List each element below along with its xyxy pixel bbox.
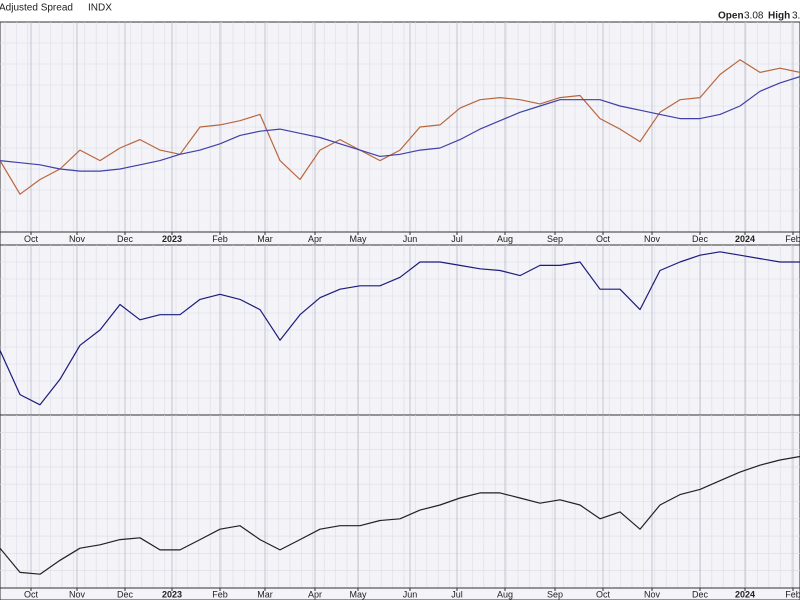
- x-tick-label: Dec: [117, 589, 134, 599]
- x-tick-label: Oct: [596, 589, 611, 599]
- series-line: [0, 455, 800, 575]
- x-tick-label: Apr: [308, 589, 322, 599]
- x-tick-label: May: [349, 234, 367, 244]
- x-tick-label: Feb: [785, 589, 800, 599]
- x-tick-label: Jul: [451, 234, 463, 244]
- open-label: Open: [718, 11, 744, 22]
- x-tick-label: Feb: [212, 589, 228, 599]
- x-tick-label: Jul: [451, 589, 463, 599]
- x-tick-label: Dec: [692, 234, 709, 244]
- high-label: High: [768, 11, 790, 22]
- x-tick-label: Mar: [257, 589, 273, 599]
- x-tick-label: Nov: [644, 589, 661, 599]
- x-tick-label: Oct: [596, 234, 611, 244]
- x-tick-label: Oct: [24, 234, 39, 244]
- series-line: [0, 251, 800, 406]
- x-tick-label: Feb: [212, 234, 228, 244]
- x-tick-label: Dec: [692, 589, 709, 599]
- high-value: 3.08: [792, 11, 800, 22]
- open-value: 3.08: [744, 11, 764, 22]
- x-tick-label: May: [349, 589, 367, 599]
- x-tick-label: Jun: [403, 589, 418, 599]
- x-tick-label: Aug: [497, 589, 513, 599]
- x-tick-label: Nov: [69, 234, 86, 244]
- x-tick-label: Nov: [69, 589, 86, 599]
- x-tick-label: Aug: [497, 234, 513, 244]
- x-tick-label: Oct: [24, 589, 39, 599]
- x-tick-label: Apr: [308, 234, 322, 244]
- x-tick-label: Dec: [117, 234, 134, 244]
- series-line: [0, 59, 800, 195]
- date-axis-strip: [0, 587, 800, 600]
- series-line: [0, 76, 800, 172]
- x-tick-label: Sep: [547, 234, 563, 244]
- x-tick-label: 2024: [735, 234, 755, 244]
- x-tick-label: 2024: [735, 589, 755, 599]
- x-tick-label: 2023: [162, 589, 182, 599]
- x-tick-label: 2023: [162, 234, 182, 244]
- x-tick-label: Feb: [785, 234, 800, 244]
- x-tick-label: Nov: [644, 234, 661, 244]
- x-tick-label: Jun: [403, 234, 418, 244]
- plots: Oct Nov Dec 2023 Feb Mar Apr May Jun Jul Aug Sep Oct…: [0, 21, 800, 600]
- header-bar: [0, 0, 800, 22]
- x-tick-label: Sep: [547, 589, 563, 599]
- header-title: Adjusted Spread: [0, 3, 73, 14]
- header-symbol: INDX: [88, 3, 112, 14]
- x-tick-label: Mar: [257, 234, 273, 244]
